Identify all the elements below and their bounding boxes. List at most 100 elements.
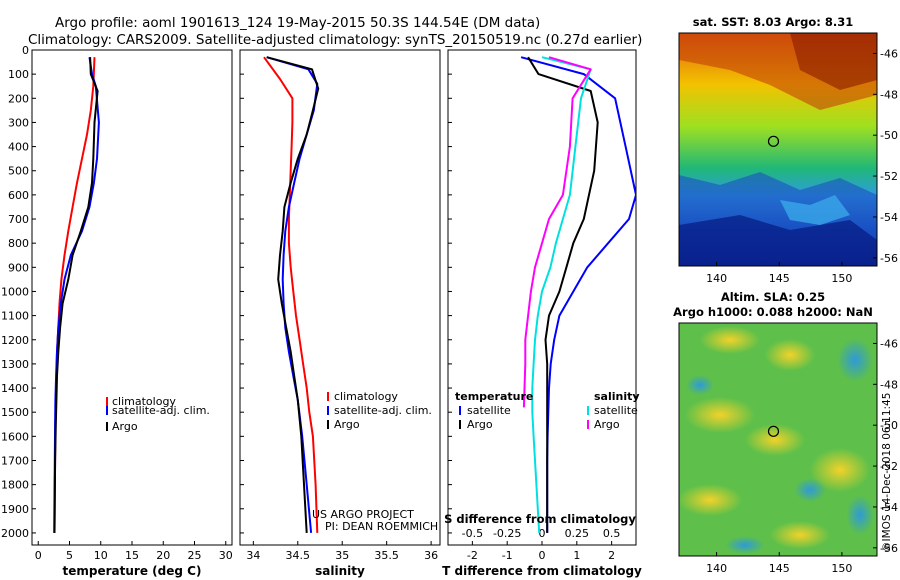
difference-x-label: T difference from climatology [442,564,642,578]
legend-title-salinity: salinity [594,390,640,403]
legend-label-s-satellite: satellite [594,404,638,417]
y-tick-label: 1300 [1,358,29,371]
figure-title-line2: Climatology: CARS2009. Satellite-adjuste… [28,32,642,48]
sla-high-patch [770,521,830,549]
legend-title-temperature: temperature [455,390,533,403]
y-tick-label: 1400 [1,382,29,395]
y-tick-label: 800 [8,237,29,250]
lat-tick-label: -52 [880,170,898,183]
legend-label-climatology: climatology [334,390,398,403]
lat-tick-label: -52 [880,460,898,473]
y-tick-label: 1700 [1,454,29,467]
x-tick-label: -1 [502,549,513,562]
series-line-argo [53,57,99,533]
x-tick-label: 0 [539,549,546,562]
sla-float-marker [767,425,780,437]
salinity-y-ticks [240,49,244,534]
y-tick-label: 1000 [1,285,29,298]
salinity-diff-ticks: -0.5 -0.25 0 0.25 0.5 [462,527,621,540]
difference-y-ticks [448,49,452,534]
sst-coldest-region [679,215,877,266]
s-diff-tick-label: -0.5 [462,527,483,540]
difference-panel: -2 -1 0 1 2 -0.5 -0.25 0 0.25 0.5 T difference f… [442,49,642,578]
s-diff-tick-label: 0.5 [603,527,621,540]
sla-low-patch [794,478,826,502]
y-tick-label: 900 [8,261,29,274]
series-line-salinity-argo [522,56,592,408]
project-credit: US ARGO PROJECT [312,508,414,521]
sst-map-frame [678,32,878,267]
series-line-argo [266,56,320,533]
lat-tick-label: -54 [880,501,898,514]
sla-high-patch [678,484,742,516]
lat-tick-label: -56 [880,252,898,265]
y-tick-label: 600 [8,189,29,202]
sla-map: Altim. SLA: 0.25 Argo h1000: 0.088 h2000… [673,290,898,575]
lat-tick-label: -56 [880,542,898,555]
x-tick-label: 2 [608,549,615,562]
lat-tick-label: -50 [880,419,898,432]
pi-credit: PI: DEAN ROEMMICH [325,520,438,533]
x-tick-label: 25 [188,549,202,562]
x-tick-label: 20 [156,549,170,562]
sst-map-title: sat. SST: 8.03 Argo: 8.31 [693,15,853,29]
x-tick-label: 30 [219,549,233,562]
y-tick-label: 1900 [1,503,29,516]
sla-low-patch [686,375,714,395]
y-tick-label: 1800 [1,479,29,492]
sst-hot-region [790,33,877,90]
x-tick-label: 0 [35,549,42,562]
salinity-lines [263,56,320,533]
y-tick-label: 300 [8,116,29,129]
salinity-diff-header: S difference from climatology [444,512,636,526]
y-tick-label: 2000 [1,527,29,540]
s-diff-tick-label: -0.25 [493,527,521,540]
y-tick-label: 400 [8,141,29,154]
temperature-plot-frame [31,49,233,546]
y-tick-label: 100 [8,68,29,81]
sla-high-patch [745,424,805,456]
y-tick-label: 1600 [1,430,29,443]
lon-tick-label: 150 [831,272,852,285]
lat-tick-label: -50 [880,129,898,142]
legend-label-t-argo: Argo [467,418,493,431]
imos-footer: ©IMOS 14-Dec-2018 06:11:45 [881,393,893,552]
temperature-lines [53,57,100,533]
sla-map-ticks: -46 -48 -50 -52 -54 -56 140 145 150 [706,337,898,575]
x-tick-label: 35.5 [374,549,399,562]
lon-tick-label: 140 [706,562,727,575]
salinity-plot-frame [239,49,441,546]
sla-map-title2: Argo h1000: 0.088 h2000: NaN [673,305,873,319]
lon-tick-label: 150 [831,562,852,575]
temperature-x-label: temperature (deg C) [63,564,202,578]
lat-tick-label: -46 [880,47,898,60]
temperature-y-ticks: 0 100 200 300 400 500 600 700 800 900 1000 1100 1200… [1,44,36,540]
temperature-x-ticks: 0 5 10 15 20 25 30 [35,541,233,562]
sla-high-patch [685,397,755,433]
s-diff-tick-label: 0 [539,527,546,540]
sst-map: sat. SST: 8.03 Argo: 8.31 -46 -48 -50 -52 -5… [678,15,898,285]
y-tick-label: 1200 [1,334,29,347]
legend-label-climatology: climatology [112,395,176,408]
legend-label-satellite: satellite-adj. clim. [334,404,432,417]
x-tick-label: 10 [94,549,108,562]
series-line-salinity-satellite [531,56,592,533]
x-tick-label: 15 [125,549,139,562]
sla-high-patch [810,448,870,492]
salinity-legend: climatology satellite-adj. clim. Argo [327,390,432,431]
x-tick-label: 35 [335,549,349,562]
y-tick-label: 0 [22,44,29,57]
lat-tick-label: -46 [880,337,898,350]
x-tick-label: 36 [424,549,438,562]
sla-low-patch [725,536,765,554]
x-tick-label: 1 [573,549,580,562]
lon-tick-label: 145 [769,272,790,285]
y-tick-label: 500 [8,165,29,178]
series-line-temperature-argo [527,56,599,533]
salinity-x-ticks: 34 34.5 35 35.5 36 [246,541,438,562]
x-tick-label: 5 [66,549,73,562]
salinity-x-label: salinity [315,564,365,578]
sst-map-ticks: -46 -48 -50 -52 -54 -56 140 145 150 [706,47,898,285]
lon-tick-label: 140 [706,272,727,285]
